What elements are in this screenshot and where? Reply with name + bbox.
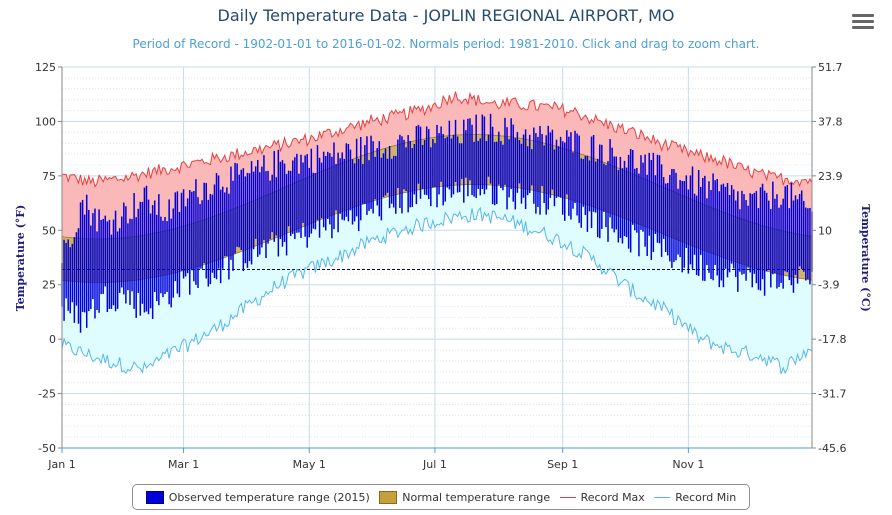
observed-swatch: [145, 490, 164, 504]
y-tick-label-left: 50: [42, 224, 56, 237]
legend-label-record-min: Record Min: [675, 490, 737, 504]
x-tick-label: Sep 1: [547, 458, 578, 471]
y-tick-label-left: 25: [42, 279, 56, 292]
normal-swatch: [379, 490, 398, 504]
y-axis-title-left: Temperature (°F): [14, 205, 27, 312]
observed-bars: [61, 113, 813, 333]
y-tick-label-left: -50: [38, 442, 56, 455]
y-tick-label-right: -31.7: [818, 388, 846, 401]
y-axis-title-right: Temperature (°C): [859, 204, 872, 312]
record-min-line-icon: [654, 496, 671, 498]
legend-label-record-max: Record Max: [580, 490, 645, 504]
legend: Observed temperature range (2015) Normal…: [132, 484, 750, 510]
axes: -50 -45.6 -25 -31.7 0 -17.8 25 -3.9 50 10 75 23.9 10…: [35, 61, 846, 471]
y-tick-label-right: 37.8: [818, 115, 843, 128]
y-tick-label-left: 100: [35, 115, 56, 128]
y-tick-label-right: -17.8: [818, 333, 846, 346]
record-min-line: [61, 206, 813, 375]
y-tick-label-left: 0: [49, 333, 56, 346]
record-max-line-icon: [559, 496, 576, 498]
y-tick-label-left: 75: [42, 170, 56, 183]
record-max-line: [61, 91, 813, 188]
legend-item-normal[interactable]: Normal temperature range: [379, 490, 551, 504]
x-tick-label: Jan 1: [47, 458, 75, 471]
legend-item-record-min[interactable]: Record Min: [654, 491, 736, 504]
y-tick-label-left: -25: [38, 388, 56, 401]
legend-label-observed: Observed temperature range (2015): [168, 490, 370, 504]
y-tick-label-left: 125: [35, 61, 56, 74]
chart-title: Daily Temperature Data - JOPLIN REGIONAL…: [217, 6, 675, 25]
y-tick-label-right: -45.6: [818, 442, 846, 455]
legend-label-normal: Normal temperature range: [402, 490, 551, 504]
legend-item-observed[interactable]: Observed temperature range (2015): [145, 490, 370, 504]
x-tick-label: May 1: [293, 458, 326, 471]
y-tick-label-right: 51.7: [818, 61, 843, 74]
x-tick-label: Nov 1: [672, 458, 704, 471]
chart-subtitle: Period of Record - 1902-01-01 to 2016-01…: [132, 37, 760, 51]
x-tick-label: Mar 1: [168, 458, 199, 471]
y-tick-label-right: 23.9: [818, 170, 843, 183]
y-tick-label-right: -3.9: [818, 279, 839, 292]
hamburger-menu-icon[interactable]: [852, 12, 874, 32]
x-tick-label: Jul 1: [422, 458, 447, 471]
legend-item-record-max[interactable]: Record Max: [559, 490, 645, 504]
y-tick-label-right: 10: [818, 224, 832, 237]
